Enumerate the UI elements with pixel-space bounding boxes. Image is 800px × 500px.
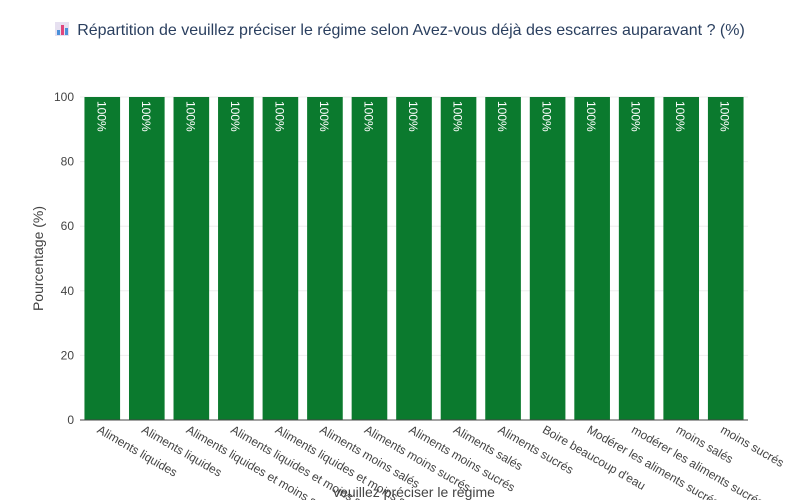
bar[interactable]	[218, 97, 254, 420]
x-tick-label: Aliments sucrés	[496, 422, 576, 476]
bar[interactable]	[440, 97, 477, 420]
y-tick-label: 100	[54, 90, 74, 104]
y-axis-label: Pourcentage (%)	[30, 206, 46, 311]
y-axis-ticks: 0 20 40 60 80 100	[54, 90, 74, 427]
bar-chart-emoji-icon	[55, 22, 70, 36]
bar-data-labels: 100% 100% 100% 100% 100% 100% 100% 100% 100% 100%…	[94, 101, 731, 132]
bar[interactable]	[84, 97, 121, 420]
bar[interactable]	[529, 97, 566, 420]
bar-data-label: 100%	[317, 101, 331, 132]
bar[interactable]	[396, 97, 432, 420]
bars	[84, 97, 744, 420]
bar-data-label: 100%	[718, 101, 732, 132]
bar-data-label: 100%	[139, 101, 153, 132]
bar-data-label: 100%	[183, 101, 197, 132]
y-tick-label: 0	[67, 413, 74, 427]
bar-data-label: 100%	[451, 101, 465, 132]
bar-data-label: 100%	[94, 101, 108, 132]
bar[interactable]	[663, 97, 700, 420]
bar[interactable]	[262, 97, 299, 420]
bar[interactable]	[618, 97, 655, 420]
y-tick-label: 80	[61, 155, 75, 169]
bar-data-label: 100%	[495, 101, 509, 132]
bar[interactable]	[707, 97, 744, 420]
bar-data-label: 100%	[540, 101, 554, 132]
bar[interactable]	[307, 97, 343, 420]
x-tick-label: Aliments liquides	[95, 422, 180, 479]
y-tick-label: 60	[61, 219, 75, 233]
x-axis-label: veuillez préciser le régime	[333, 484, 495, 500]
bar[interactable]	[351, 97, 388, 420]
bar-data-label: 100%	[228, 101, 242, 132]
bar-data-label: 100%	[673, 101, 687, 132]
y-tick-label: 40	[61, 284, 75, 298]
bar-data-label: 100%	[406, 101, 420, 132]
bar-data-label: 100%	[629, 101, 643, 132]
chart-title: Répartition de veuillez préciser le régi…	[0, 22, 800, 40]
y-tick-label: 20	[61, 348, 75, 362]
bar[interactable]	[485, 97, 521, 420]
bar[interactable]	[574, 97, 610, 420]
bar-data-label: 100%	[272, 101, 286, 132]
chart-title-text: Répartition de veuillez préciser le régi…	[77, 22, 745, 39]
bar[interactable]	[173, 97, 210, 420]
bar[interactable]	[128, 97, 165, 420]
bar-data-label: 100%	[584, 101, 598, 132]
bar-data-label: 100%	[361, 101, 375, 132]
